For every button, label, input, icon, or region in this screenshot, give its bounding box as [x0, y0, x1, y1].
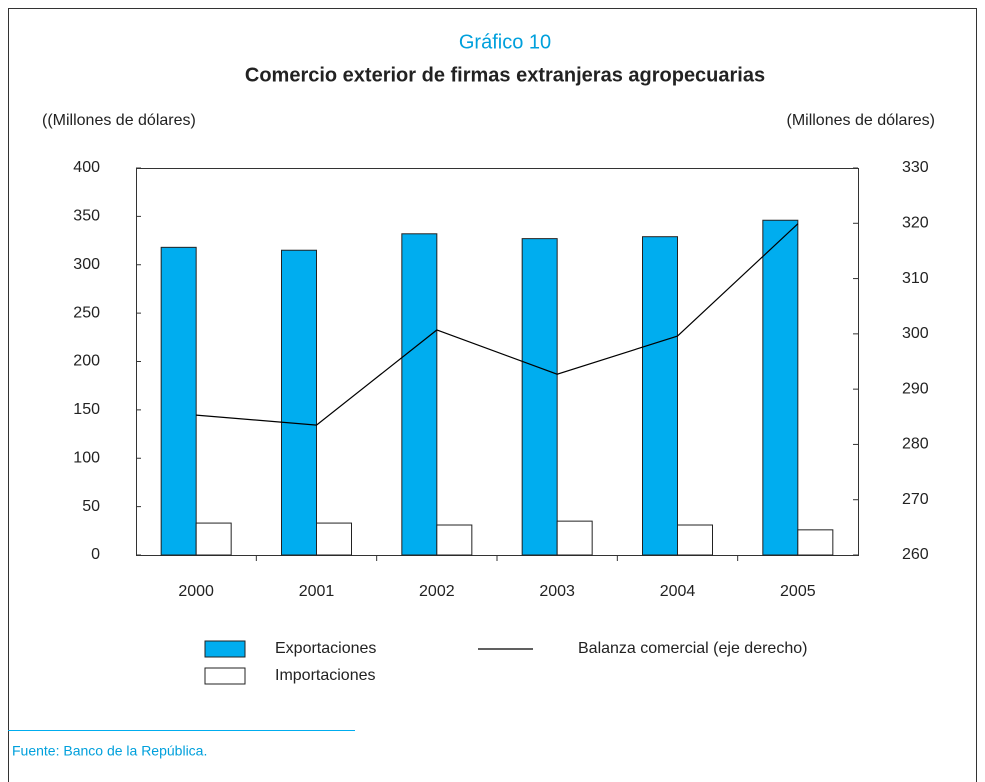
chart-title: Comercio exterior de firmas extranjeras …: [245, 64, 765, 86]
bar: [195, 522, 232, 556]
bar: [762, 219, 799, 556]
bar: [521, 238, 558, 556]
legend-swatch: [204, 667, 246, 685]
y-axis-label: ((Millones de dólares): [42, 112, 196, 129]
x-tick-label: 2004: [660, 583, 696, 600]
frame: [8, 8, 977, 782]
bar: [160, 246, 197, 556]
y2-tick-label: 320: [902, 215, 929, 232]
x-tick-label: 2002: [419, 583, 455, 600]
bar: [281, 249, 317, 556]
legend-label: Balanza comercial (eje derecho): [578, 640, 807, 657]
line: [196, 223, 799, 426]
bar: [642, 236, 678, 556]
bar: [401, 233, 438, 556]
bar: [556, 520, 593, 556]
y-tick-label: 150: [73, 401, 100, 418]
y-tick-label: 400: [73, 159, 100, 176]
y2-tick-label: 310: [902, 270, 929, 287]
y2-axis-label: (Millones de dólares): [786, 112, 935, 129]
legend-label: Importaciones: [275, 667, 376, 684]
y2-tick-label: 260: [902, 546, 929, 563]
bar: [677, 524, 713, 556]
y2-tick-label: 270: [902, 491, 929, 508]
x-tick-label: 2005: [780, 583, 816, 600]
bar: [436, 524, 473, 556]
y-tick-label: 300: [73, 256, 100, 273]
chart-label: Gráfico 10: [459, 31, 551, 53]
legend-swatch: [204, 640, 246, 658]
source: Fuente: Banco de la República.: [12, 743, 207, 759]
x-tick-label: 2000: [178, 583, 214, 600]
y2-tick-label: 330: [902, 159, 929, 176]
y-tick-label: 350: [73, 208, 100, 225]
y2-tick-label: 300: [902, 325, 929, 342]
y-tick-label: 50: [82, 498, 100, 515]
y2-tick-label: 290: [902, 380, 929, 397]
y-tick-label: 100: [73, 449, 100, 466]
y-tick-label: 250: [73, 304, 100, 321]
legend-label: Exportaciones: [275, 640, 376, 657]
x-tick-label: 2003: [539, 583, 575, 600]
bar: [316, 522, 352, 556]
bar: [797, 529, 834, 556]
y-tick-label: 200: [73, 353, 100, 370]
y-tick-label: 0: [91, 546, 100, 563]
x-tick-label: 2001: [299, 583, 335, 600]
y2-tick-label: 280: [902, 436, 929, 453]
